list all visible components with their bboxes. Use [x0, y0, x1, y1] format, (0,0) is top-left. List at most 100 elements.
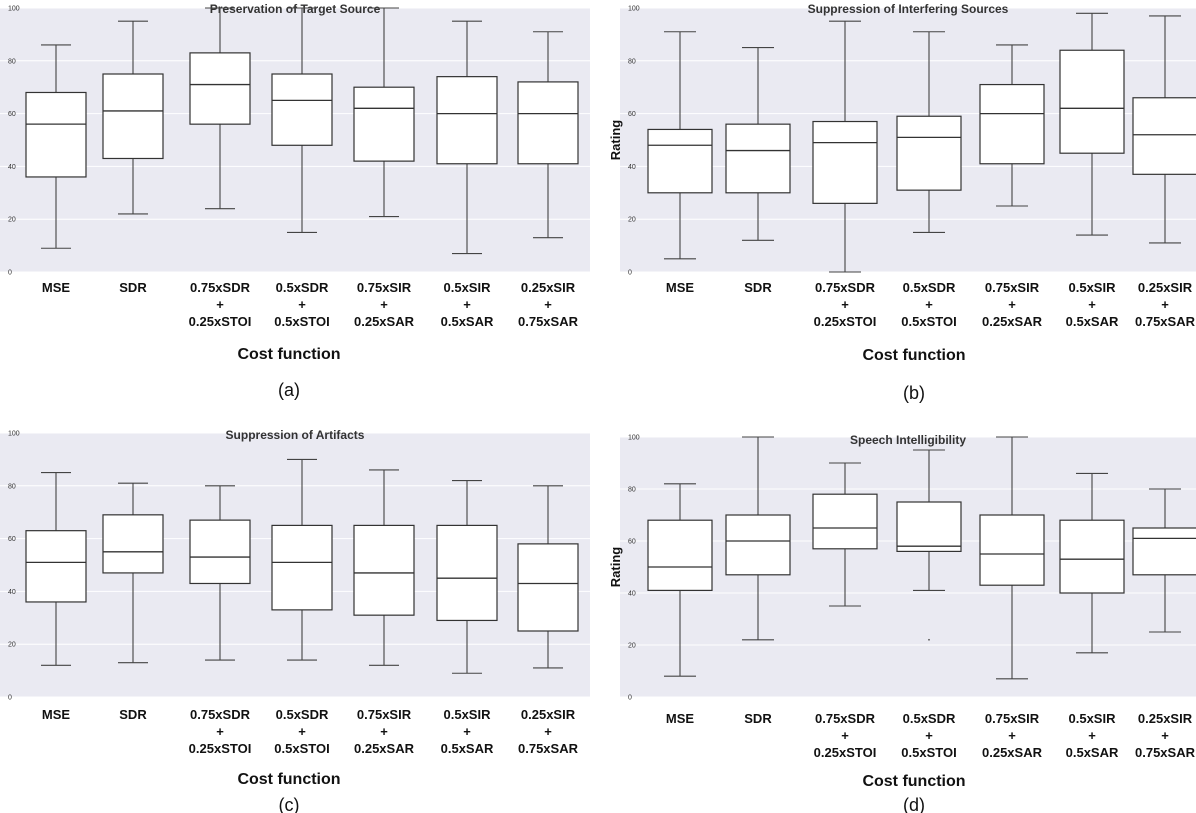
x-tick-label: 0.75xSAR: [518, 314, 579, 329]
box-plot-1: [647, 483, 713, 677]
x-tick-label: 0.25xSAR: [354, 741, 415, 756]
box-iqr: [896, 115, 962, 191]
box-iqr: [517, 543, 579, 632]
x-tick-label: 0.75xSAR: [1135, 745, 1196, 760]
box-iqr: [25, 91, 87, 178]
y-tick-label: 0: [628, 270, 632, 277]
chart-title: Preservation of Target Source: [210, 2, 381, 16]
box-iqr: [102, 514, 164, 574]
x-tick-label: 0.75xSDR: [815, 711, 876, 726]
x-tick-label: +: [544, 724, 552, 739]
x-tick-label: 0.25xSIR: [521, 280, 576, 295]
x-tick-label: 0.25xSTOI: [814, 745, 877, 760]
outlier-point: [928, 638, 930, 641]
x-tick-label: 0.5xSTOI: [274, 741, 329, 756]
box-plot-4: [896, 449, 962, 641]
box-iqr: [25, 530, 87, 603]
box-plot-7: [1132, 15, 1196, 244]
x-tick-label: +: [463, 297, 471, 312]
x-tick-label: 0.75xSDR: [190, 280, 251, 295]
y-tick-label: 20: [628, 643, 636, 650]
x-tick-label: 0.5xSTOI: [901, 745, 956, 760]
box-plot-3: [812, 462, 878, 607]
x-tick-label: MSE: [666, 280, 695, 295]
box-iqr: [647, 128, 713, 194]
x-tick-label: +: [544, 297, 552, 312]
chart-title: Suppression of Artifacts: [226, 428, 365, 442]
box-iqr: [102, 73, 164, 160]
x-tick-label: 0.5xSTOI: [901, 314, 956, 329]
x-tick-label: MSE: [666, 711, 695, 726]
box-iqr: [517, 81, 579, 165]
x-tick-label: +: [216, 724, 224, 739]
box-plot-5: [353, 7, 415, 218]
y-tick-label: 0: [628, 695, 632, 702]
box-iqr: [1132, 527, 1196, 576]
x-tick-label: MSE: [42, 707, 71, 722]
box-iqr: [725, 123, 791, 194]
x-tick-label: +: [463, 724, 471, 739]
y-tick-label: 60: [628, 111, 636, 118]
x-tick-label: 0.25xSAR: [982, 314, 1043, 329]
box-plot-7: [1132, 488, 1196, 633]
x-tick-label: SDR: [119, 280, 147, 295]
y-tick-label: 100: [8, 431, 20, 438]
box-plot-5: [353, 469, 415, 666]
x-tick-label: SDR: [744, 711, 772, 726]
x-tick-label: 0.75xSDR: [815, 280, 876, 295]
y-tick-label: 60: [628, 539, 636, 546]
box-iqr: [271, 73, 333, 146]
x-tick-label: 0.25xSIR: [1138, 711, 1193, 726]
box-plot-1: [25, 472, 87, 666]
x-tick-label: +: [925, 728, 933, 743]
x-tick-label: 0.75xSIR: [357, 707, 412, 722]
box-iqr: [1132, 97, 1196, 175]
y-tick-label: 0: [8, 270, 12, 277]
y-tick-label: 20: [8, 217, 16, 224]
x-tick-label: 0.5xSDR: [276, 707, 329, 722]
box-plot-2: [725, 436, 791, 641]
x-tick-label: 0.25xSIR: [521, 707, 576, 722]
panel-label: (a): [278, 380, 300, 400]
box-iqr: [353, 524, 415, 616]
x-tick-label: 0.5xSDR: [903, 280, 956, 295]
y-tick-label: 20: [8, 642, 16, 649]
y-axis-label: Rating: [608, 120, 623, 161]
box-plot-6: [1059, 472, 1125, 654]
y-tick-label: 40: [8, 589, 16, 596]
box-plot-3: [812, 20, 878, 273]
x-tick-label: 0.25xSTOI: [814, 314, 877, 329]
box-plot-3: [189, 485, 251, 661]
y-tick-label: 80: [628, 58, 636, 65]
box-plot-4: [271, 458, 333, 661]
box-iqr: [647, 519, 713, 592]
x-tick-label: +: [925, 297, 933, 312]
x-tick-label: 0.5xSIR: [1069, 711, 1117, 726]
x-tick-label: 0.5xSAR: [1066, 314, 1119, 329]
x-axis-label: Cost function: [237, 346, 340, 363]
panel-label: (d): [903, 795, 925, 813]
chart-panel-4: 0 20 40 60 80 100 Speech Intelligibility MSE SDR…: [608, 433, 1196, 813]
x-tick-label: 0.75xSIR: [985, 280, 1040, 295]
box-plot-2: [725, 47, 791, 241]
x-tick-label: +: [380, 724, 388, 739]
chart-panel-3: 0 20 40 60 80 100 Suppression of Artifacts MSE S…: [0, 428, 590, 813]
box-iqr: [725, 514, 791, 576]
x-tick-label: SDR: [744, 280, 772, 295]
x-tick-label: 0.25xSAR: [982, 745, 1043, 760]
x-tick-label: 0.75xSAR: [518, 741, 579, 756]
x-tick-label: +: [298, 297, 306, 312]
x-tick-label: +: [1008, 728, 1016, 743]
y-tick-label: 100: [628, 435, 640, 442]
x-tick-label: +: [1088, 297, 1096, 312]
y-tick-label: 80: [8, 58, 16, 65]
x-tick-label: 0.5xSDR: [276, 280, 329, 295]
box-iqr: [353, 86, 415, 162]
y-tick-label: 60: [8, 536, 16, 543]
y-tick-label: 0: [8, 695, 12, 702]
y-tick-label: 20: [628, 217, 636, 224]
box-iqr: [979, 514, 1045, 586]
box-iqr: [189, 52, 251, 125]
x-tick-label: MSE: [42, 280, 71, 295]
